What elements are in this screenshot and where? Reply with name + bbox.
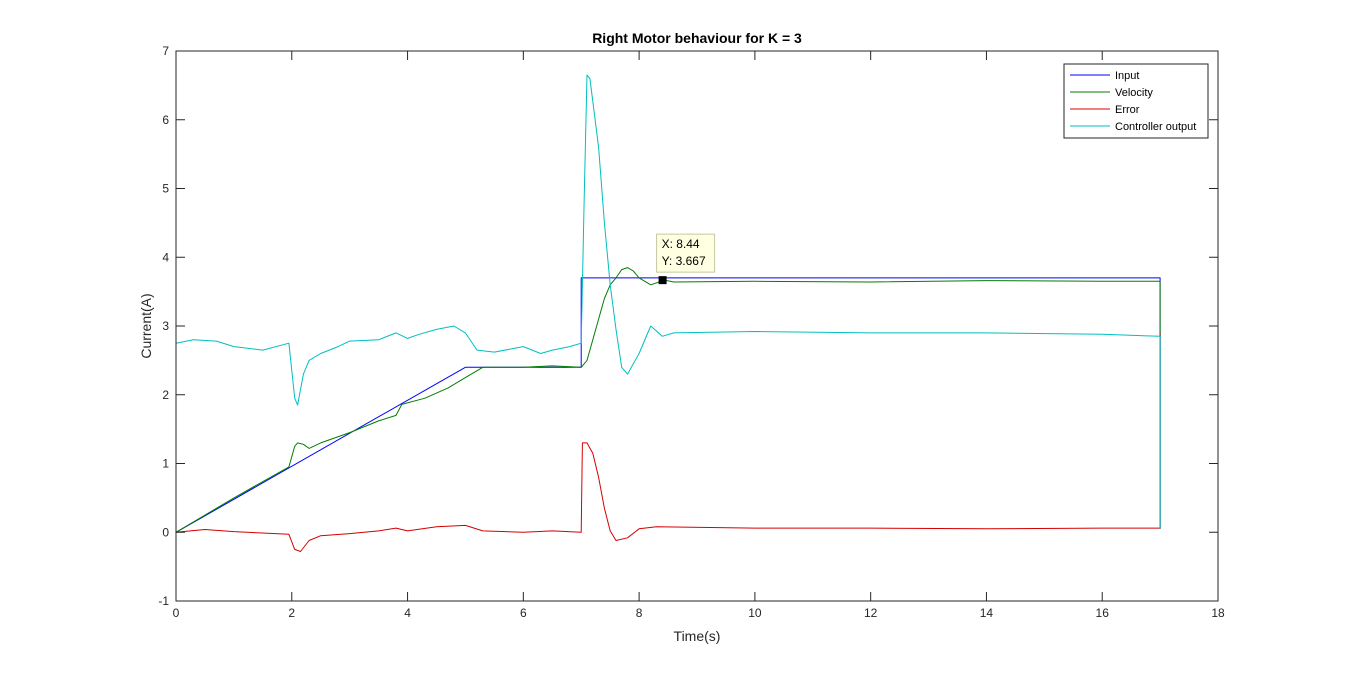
y-tick-label: 0 — [162, 525, 169, 539]
x-tick-label: 16 — [1096, 606, 1110, 620]
datatip-marker[interactable] — [658, 276, 667, 285]
x-axis-label: Time(s) — [674, 628, 721, 644]
y-tick-label: -1 — [158, 594, 169, 608]
x-tick-label: 12 — [864, 606, 878, 620]
x-tick-label: 6 — [520, 606, 527, 620]
legend-label: Velocity — [1115, 87, 1153, 99]
legend[interactable]: Input Velocity Error Controller output — [1063, 63, 1209, 139]
x-tick-label: 0 — [173, 606, 180, 620]
series-line-velocity — [175, 267, 1161, 533]
x-tick-label: 8 — [636, 606, 643, 620]
datatip-box — [656, 233, 716, 273]
y-tick-label: 7 — [162, 44, 169, 58]
x-tick-label: 10 — [748, 606, 762, 620]
legend-label: Input — [1115, 70, 1139, 82]
legend-label: Error — [1115, 104, 1140, 116]
y-tick-label: 2 — [162, 388, 169, 402]
datatip-x-text: X: 8.44 — [662, 237, 700, 251]
y-tick-label: 4 — [162, 250, 169, 264]
y-tick-label: 3 — [162, 319, 169, 333]
y-tick-label: 1 — [162, 457, 169, 471]
datatip-y-text: Y: 3.667 — [662, 254, 706, 268]
legend-label: Controller output — [1115, 121, 1196, 133]
x-tick-label: 18 — [1211, 606, 1225, 620]
datatip[interactable]: X: 8.44 Y: 3.667 — [656, 233, 716, 285]
series-line-error — [175, 332, 1161, 552]
chart-title: Right Motor behaviour for K = 3 — [592, 30, 802, 46]
x-tick-label: 14 — [980, 606, 994, 620]
y-tick-label: 5 — [162, 182, 169, 196]
series-layer — [175, 74, 1161, 552]
series-line-controller-output — [175, 74, 1161, 529]
x-tick-label: 4 — [404, 606, 411, 620]
y-axis-label: Current(A) — [138, 293, 154, 358]
y-tick-label: 6 — [162, 113, 169, 127]
plot-area — [176, 51, 1218, 601]
x-tick-label: 2 — [288, 606, 295, 620]
